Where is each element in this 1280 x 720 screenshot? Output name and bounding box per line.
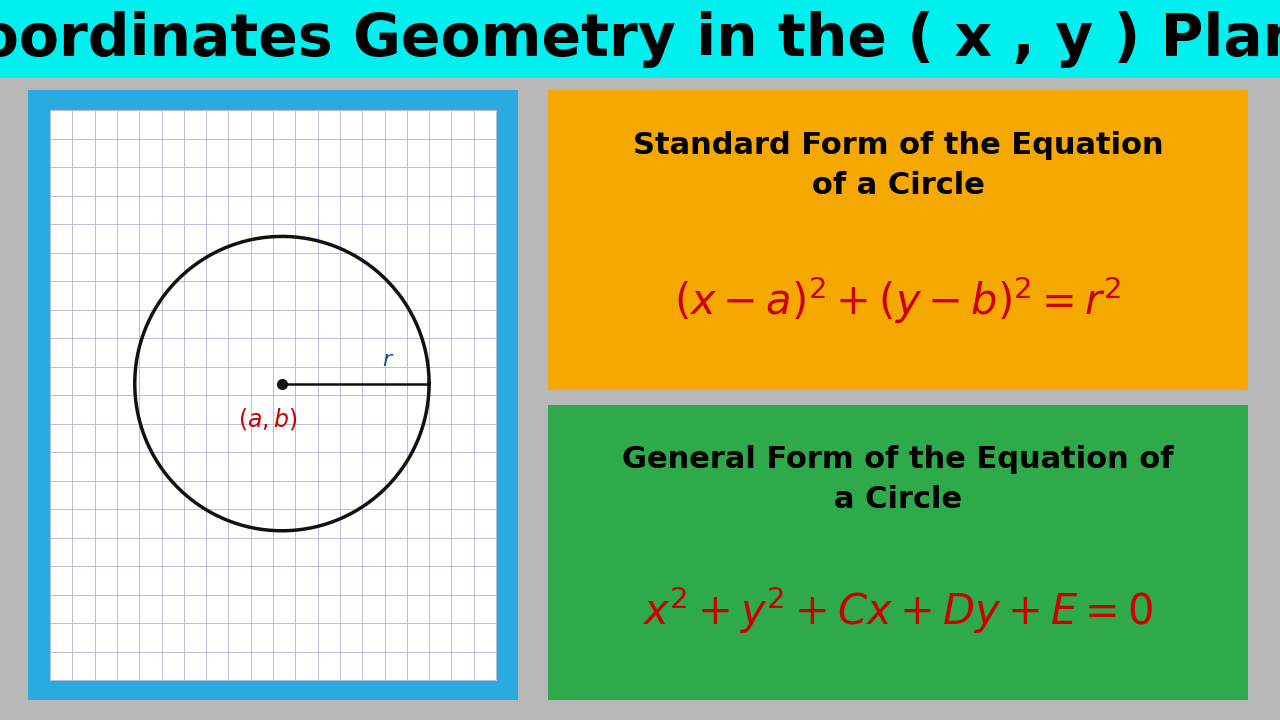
Text: $\bf{\mathit{(a,b)}}$: $\bf{\mathit{(a,b)}}$ [238,405,298,431]
Bar [548,90,1248,390]
Text: Coordinates Geometry in the ( x , y ) Plane: Coordinates Geometry in the ( x , y ) Pl… [0,11,1280,68]
Text: $x^2 + y^2 + Cx + Dy + E = 0$: $x^2 + y^2 + Cx + Dy + E = 0$ [643,584,1153,636]
Text: General Form of the Equation of: General Form of the Equation of [622,446,1174,474]
Text: $(x - a)^2 + (y - b)^2 = r^2$: $(x - a)^2 + (y - b)^2 = r^2$ [675,274,1121,325]
Bar [28,90,518,700]
Text: $r$: $r$ [381,350,394,369]
Text: of a Circle: of a Circle [812,171,984,199]
Bar [548,405,1248,700]
Bar [50,110,497,680]
Bar [0,0,1280,78]
Text: a Circle: a Circle [835,485,963,515]
Text: Standard Form of the Equation: Standard Form of the Equation [632,130,1164,160]
